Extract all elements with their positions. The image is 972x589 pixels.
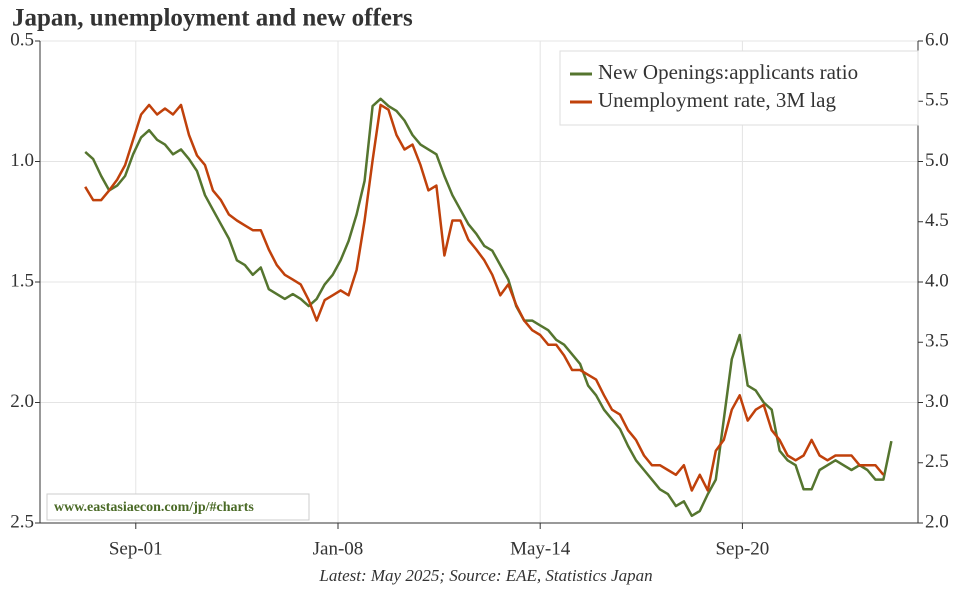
y2-tick-label: 5.5	[925, 90, 949, 111]
x-tick-label: May-14	[510, 538, 571, 559]
x-tick-label: Jan-08	[313, 538, 364, 559]
legend: New Openings:applicants ratio Unemploymen…	[559, 50, 919, 126]
y2-tick-label: 6.0	[925, 29, 949, 50]
series-line	[84, 103, 885, 492]
y-tick-label: 2.0	[10, 391, 34, 412]
legend-label: New Openings:applicants ratio	[598, 60, 858, 84]
watermark-box	[46, 493, 310, 521]
watermark: www.eastasiaecon.com/jp/#charts	[46, 493, 310, 521]
x-tick-label: Sep-20	[715, 538, 769, 559]
y2-tick-label: 3.5	[925, 331, 949, 352]
y-tick-label: 2.5	[10, 511, 34, 532]
y-tick-label: 0.5	[10, 29, 34, 50]
watermark-text: www.eastasiaecon.com/jp/#charts	[54, 500, 254, 515]
y-tick-label: 1.0	[10, 150, 34, 171]
footnote: Latest: May 2025; Source: EAE, Statistic…	[318, 566, 652, 585]
y2-tick-label: 5.0	[925, 150, 949, 171]
y-tick-label: 1.5	[10, 270, 34, 291]
y2-tick-label: 3.0	[925, 391, 949, 412]
y2-tick-label: 4.0	[925, 270, 949, 291]
legend-box	[559, 50, 919, 126]
chart-title: Japan, unemployment and new offers	[12, 5, 413, 32]
y2-tick-label: 2.0	[925, 511, 949, 532]
legend-label: Unemployment rate, 3M lag	[598, 88, 836, 112]
series-line	[84, 97, 893, 518]
x-tick-label: Sep-01	[109, 538, 163, 559]
y2-tick-label: 2.5	[925, 451, 949, 472]
y2-tick-label: 4.5	[925, 210, 949, 231]
